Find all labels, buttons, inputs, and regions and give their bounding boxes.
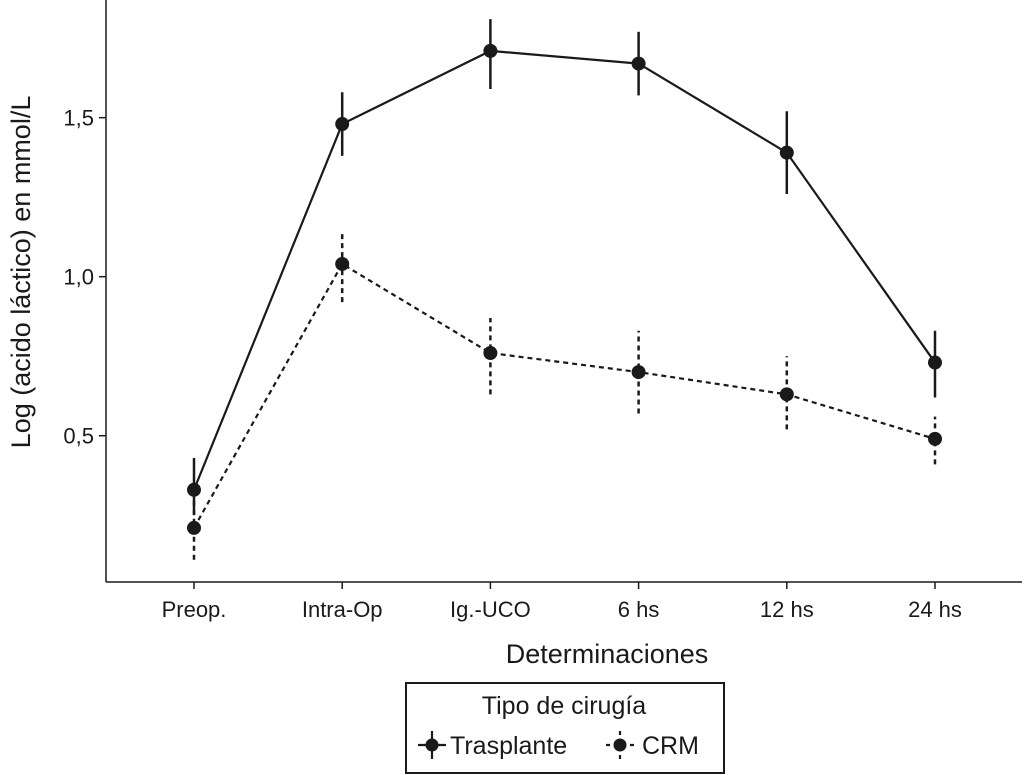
legend-title: Tipo de cirugía — [482, 692, 647, 720]
x-axis-title: Determinaciones — [506, 639, 709, 669]
y-tick-label: 1,5 — [63, 106, 94, 131]
x-tick-label: Intra-Op — [302, 597, 383, 622]
data-point — [187, 482, 201, 497]
series-line — [193, 262, 936, 529]
legend-items: Trasplante CRM — [418, 731, 699, 760]
legend-label: Trasplante — [450, 732, 567, 760]
data-point — [335, 117, 350, 132]
x-tick-label: Preop. — [162, 597, 227, 622]
data-point — [187, 520, 201, 535]
x-tick-label: 12 hs — [760, 597, 814, 622]
series-line — [192, 49, 936, 491]
y-tick-label: 1,0 — [63, 265, 94, 290]
x-tick-label: Ig.-UCO — [450, 597, 531, 622]
data-point — [483, 43, 498, 58]
y-axis-title: Log (acido láctico) en mmol/L — [6, 96, 36, 449]
axis-ticks: 0,5 1,0 1,5 Preop. Intra-Op Ig.-UCO 6 hs 12 hs 2… — [63, 106, 962, 622]
data-point — [631, 365, 646, 380]
legend-box — [405, 682, 725, 774]
data-point — [483, 346, 498, 361]
legend: Tipo de cirugía Trasplante CRM — [405, 682, 725, 774]
x-tick-label: 6 hs — [618, 597, 660, 622]
legend-item-crm: CRM — [606, 731, 699, 760]
series-group — [187, 19, 942, 560]
series-crm — [187, 232, 942, 560]
legend-key-marker — [425, 738, 439, 752]
legend-label: CRM — [642, 732, 699, 760]
x-tick-label: 24 hs — [908, 597, 962, 622]
legend-item-trasplante: Trasplante — [418, 731, 567, 760]
data-point — [928, 431, 942, 446]
data-point — [779, 145, 794, 160]
data-point — [335, 256, 350, 271]
y-tick-label: 0,5 — [63, 424, 94, 449]
data-point — [928, 355, 942, 370]
data-point — [779, 387, 794, 402]
data-point — [631, 56, 646, 71]
series-trasplante — [187, 19, 942, 516]
plot-area — [105, 0, 1022, 583]
legend-key-marker — [613, 738, 627, 752]
